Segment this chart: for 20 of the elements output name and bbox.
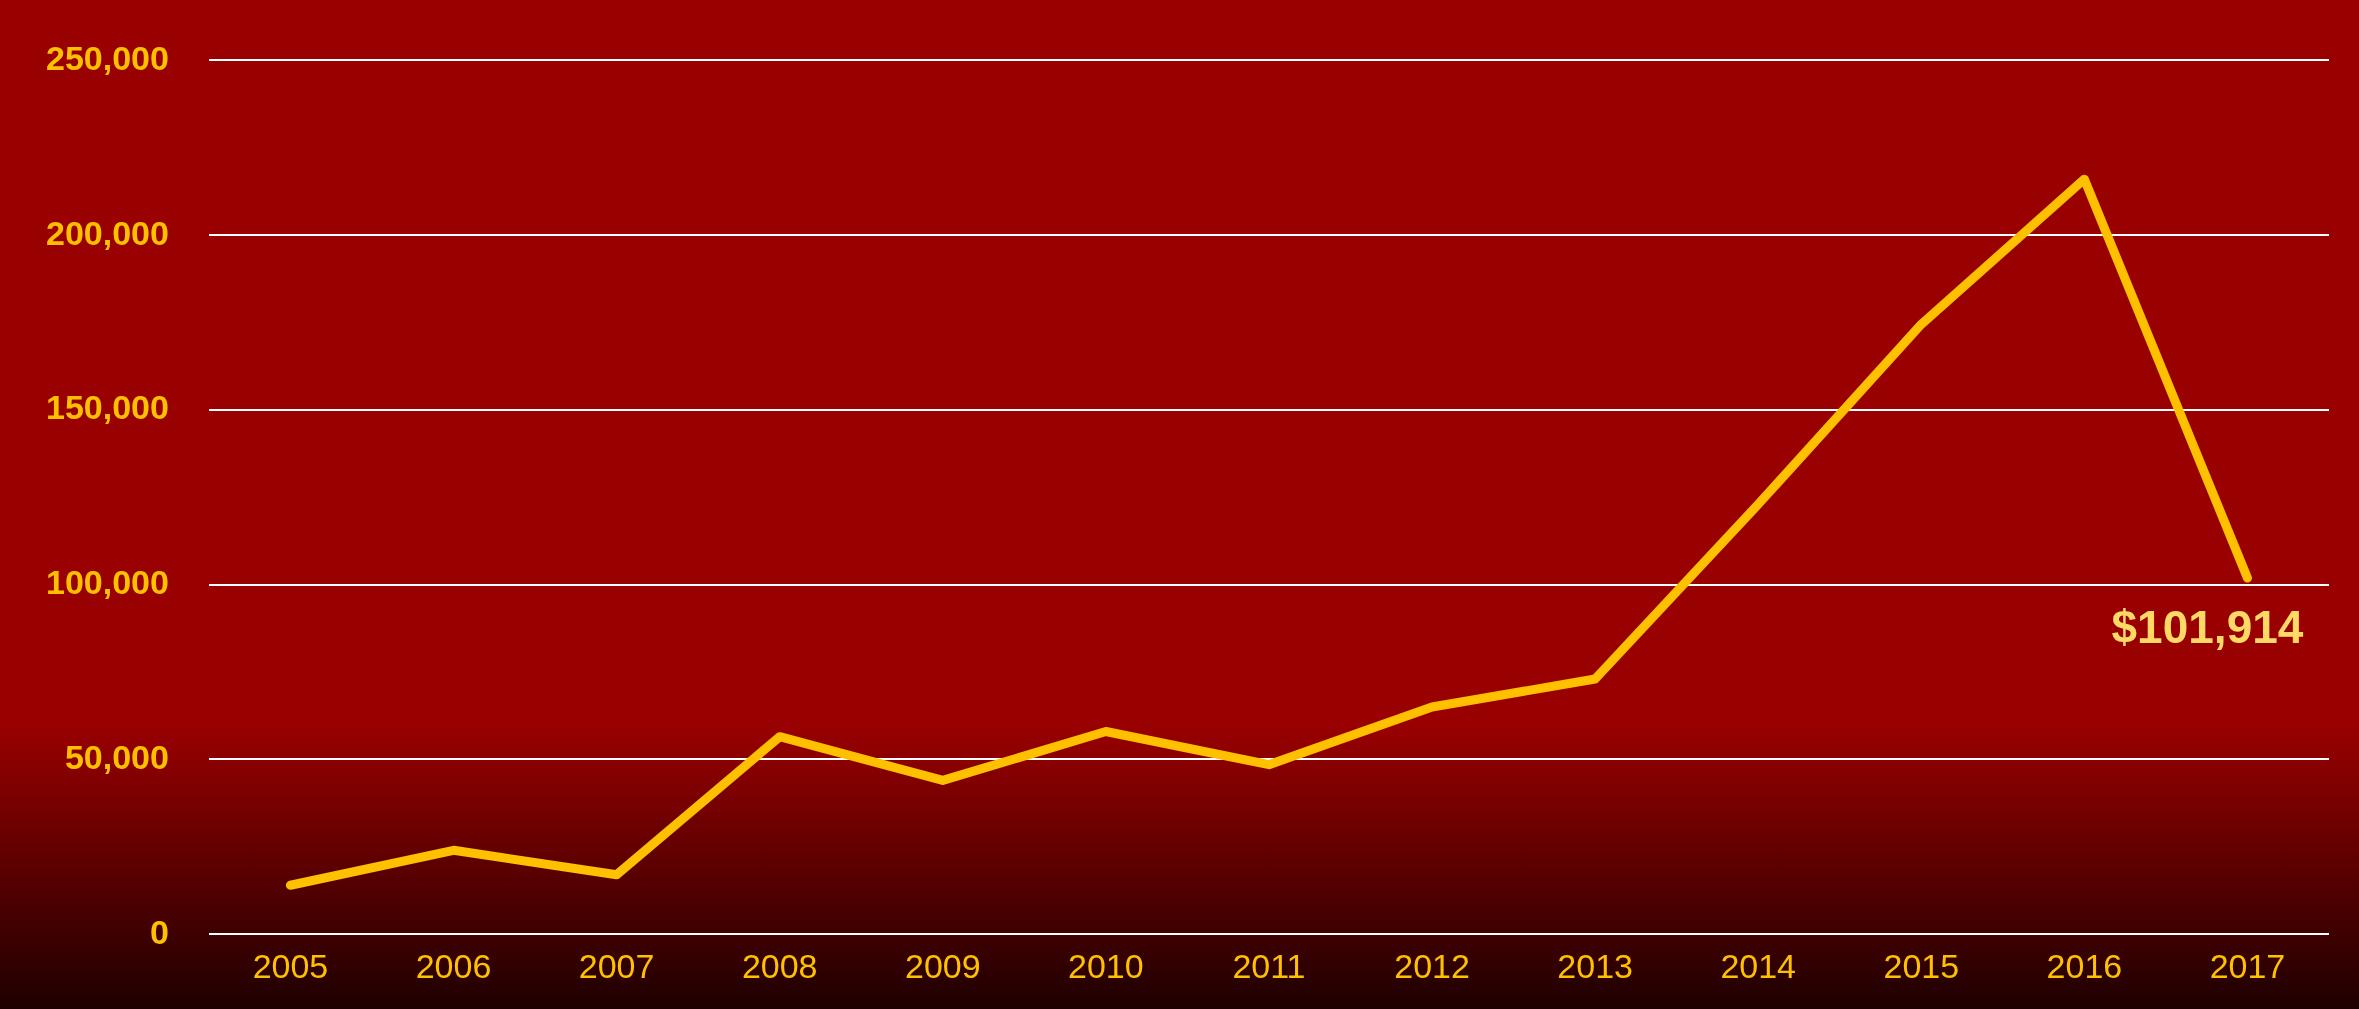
data-label: $101,914	[2111, 600, 2304, 653]
x-tick-label: 2012	[1394, 946, 1470, 985]
y-tick-label: 0	[149, 912, 169, 951]
x-tick-label: 2011	[1232, 946, 1306, 985]
y-tick-label: 50,000	[64, 737, 169, 776]
y-tick-label: 100,000	[46, 563, 169, 602]
x-tick-label: 2010	[1068, 946, 1144, 985]
x-tick-label: 2008	[741, 946, 818, 985]
x-tick-label: 2009	[904, 946, 981, 985]
y-tick-label: 150,000	[46, 388, 169, 427]
x-tick-label: 2016	[2046, 946, 2123, 985]
x-tick-label: 2013	[1557, 946, 1633, 985]
x-tick-label: 2005	[252, 946, 329, 985]
x-tick-label: 2007	[578, 946, 655, 985]
y-tick-label: 200,000	[46, 213, 169, 252]
x-tick-label: 2006	[415, 946, 492, 985]
y-tick-label: 250,000	[46, 38, 169, 77]
x-tick-label: 2017	[2209, 946, 2286, 985]
x-tick-label: 2015	[1883, 946, 1960, 985]
x-tick-label: 2014	[1720, 946, 1797, 985]
